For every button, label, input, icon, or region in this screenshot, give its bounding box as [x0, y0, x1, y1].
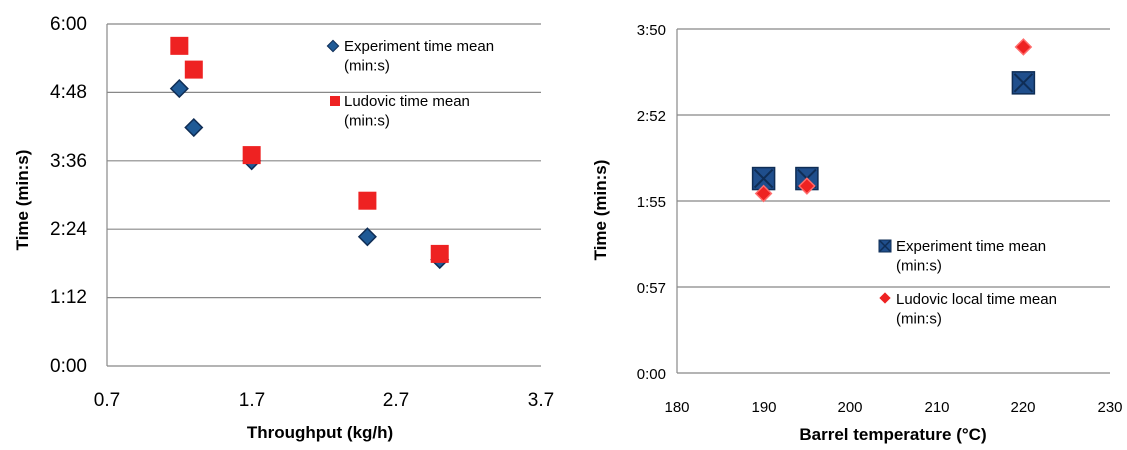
left-x-tick-label: 1.7 [239, 390, 265, 411]
left-y-axis-title: Time (min:s) [13, 150, 32, 251]
left-y-tick-label: 2:24 [50, 219, 87, 240]
left-data-points [169, 36, 450, 270]
left-legend: Experiment time mean (min:s) Ludovic time… [326, 38, 494, 130]
left-x-tick-label: 3.7 [528, 390, 554, 411]
legend-marker-diamond [326, 39, 340, 53]
ludovic-point [358, 191, 377, 210]
right-x-tick-label: 220 [1010, 399, 1035, 416]
left-y-tick-label: 1:12 [50, 287, 87, 308]
left-y-tick-label: 3:36 [50, 151, 87, 172]
left-gridlines [107, 23, 541, 299]
ludovic-local-point [798, 177, 816, 195]
left-y-tick-label: 0:00 [50, 356, 87, 377]
ludovic-local-point [1014, 38, 1033, 56]
right-y-tick-label: 0:00 [637, 366, 666, 383]
right-gridlines [677, 28, 1110, 288]
right-y-tick-label: 0:57 [637, 280, 666, 297]
right-x-tick-label: 190 [751, 399, 776, 416]
experiment-point [184, 118, 204, 138]
right-x-tick-label: 210 [924, 399, 949, 416]
legend-label-ludovic-local: Ludovic local time mean (min:s) [896, 291, 1057, 328]
left-x-tick-label: 2.7 [383, 390, 409, 411]
left-x-tick-label: 0.7 [94, 390, 120, 411]
right-y-tick-label: 1:55 [637, 194, 666, 211]
legend-label-experiment: Experiment time mean (min:s) [896, 238, 1046, 275]
right-legend: Experiment time mean (min:s) Ludovic loca… [878, 238, 1057, 328]
ludovic-point [242, 146, 261, 165]
experiment-point [357, 227, 377, 247]
ludovic-point [430, 244, 449, 263]
right-chart: 3:50 2:52 1:55 0:57 0:00 180 190 200 210… [591, 22, 1123, 444]
legend-marker-square [330, 96, 340, 106]
right-data-points [751, 38, 1036, 203]
legend-label-experiment: Experiment time mean (min:s) [344, 38, 494, 75]
right-x-tick-label: 200 [837, 399, 862, 416]
right-y-tick-label: 3:50 [637, 22, 666, 39]
right-y-axis-title: Time (min:s) [591, 160, 610, 261]
legend-marker-square-x [878, 239, 892, 253]
right-y-tick-label: 2:52 [637, 108, 666, 125]
ludovic-local-point [754, 184, 773, 203]
right-x-tick-label: 180 [664, 399, 689, 416]
legend-marker-diamond [879, 292, 891, 304]
right-y-tick-labels: 3:50 2:52 1:55 0:57 0:00 [637, 22, 666, 383]
left-x-tick-labels: 0.7 1.7 2.7 3.7 [94, 390, 554, 411]
ludovic-point [170, 36, 189, 55]
experiment-point [1011, 71, 1036, 95]
left-y-tick-label: 4:48 [50, 82, 87, 103]
left-y-tick-label: 6:00 [50, 14, 87, 35]
left-x-axis-title: Throughput (kg/h) [247, 423, 393, 442]
right-x-axis-title: Barrel temperature (°C) [799, 425, 986, 444]
left-chart: 6:00 4:48 3:36 2:24 1:12 0:00 0.7 1.7 2.… [13, 14, 554, 442]
left-y-tick-labels: 6:00 4:48 3:36 2:24 1:12 0:00 [50, 14, 87, 377]
right-x-tick-label: 230 [1097, 399, 1122, 416]
ludovic-point [184, 60, 203, 79]
right-x-tick-labels: 180 190 200 210 220 230 [664, 399, 1122, 416]
experiment-point [169, 79, 189, 99]
legend-label-ludovic: Ludovic time mean (min:s) [344, 93, 470, 130]
